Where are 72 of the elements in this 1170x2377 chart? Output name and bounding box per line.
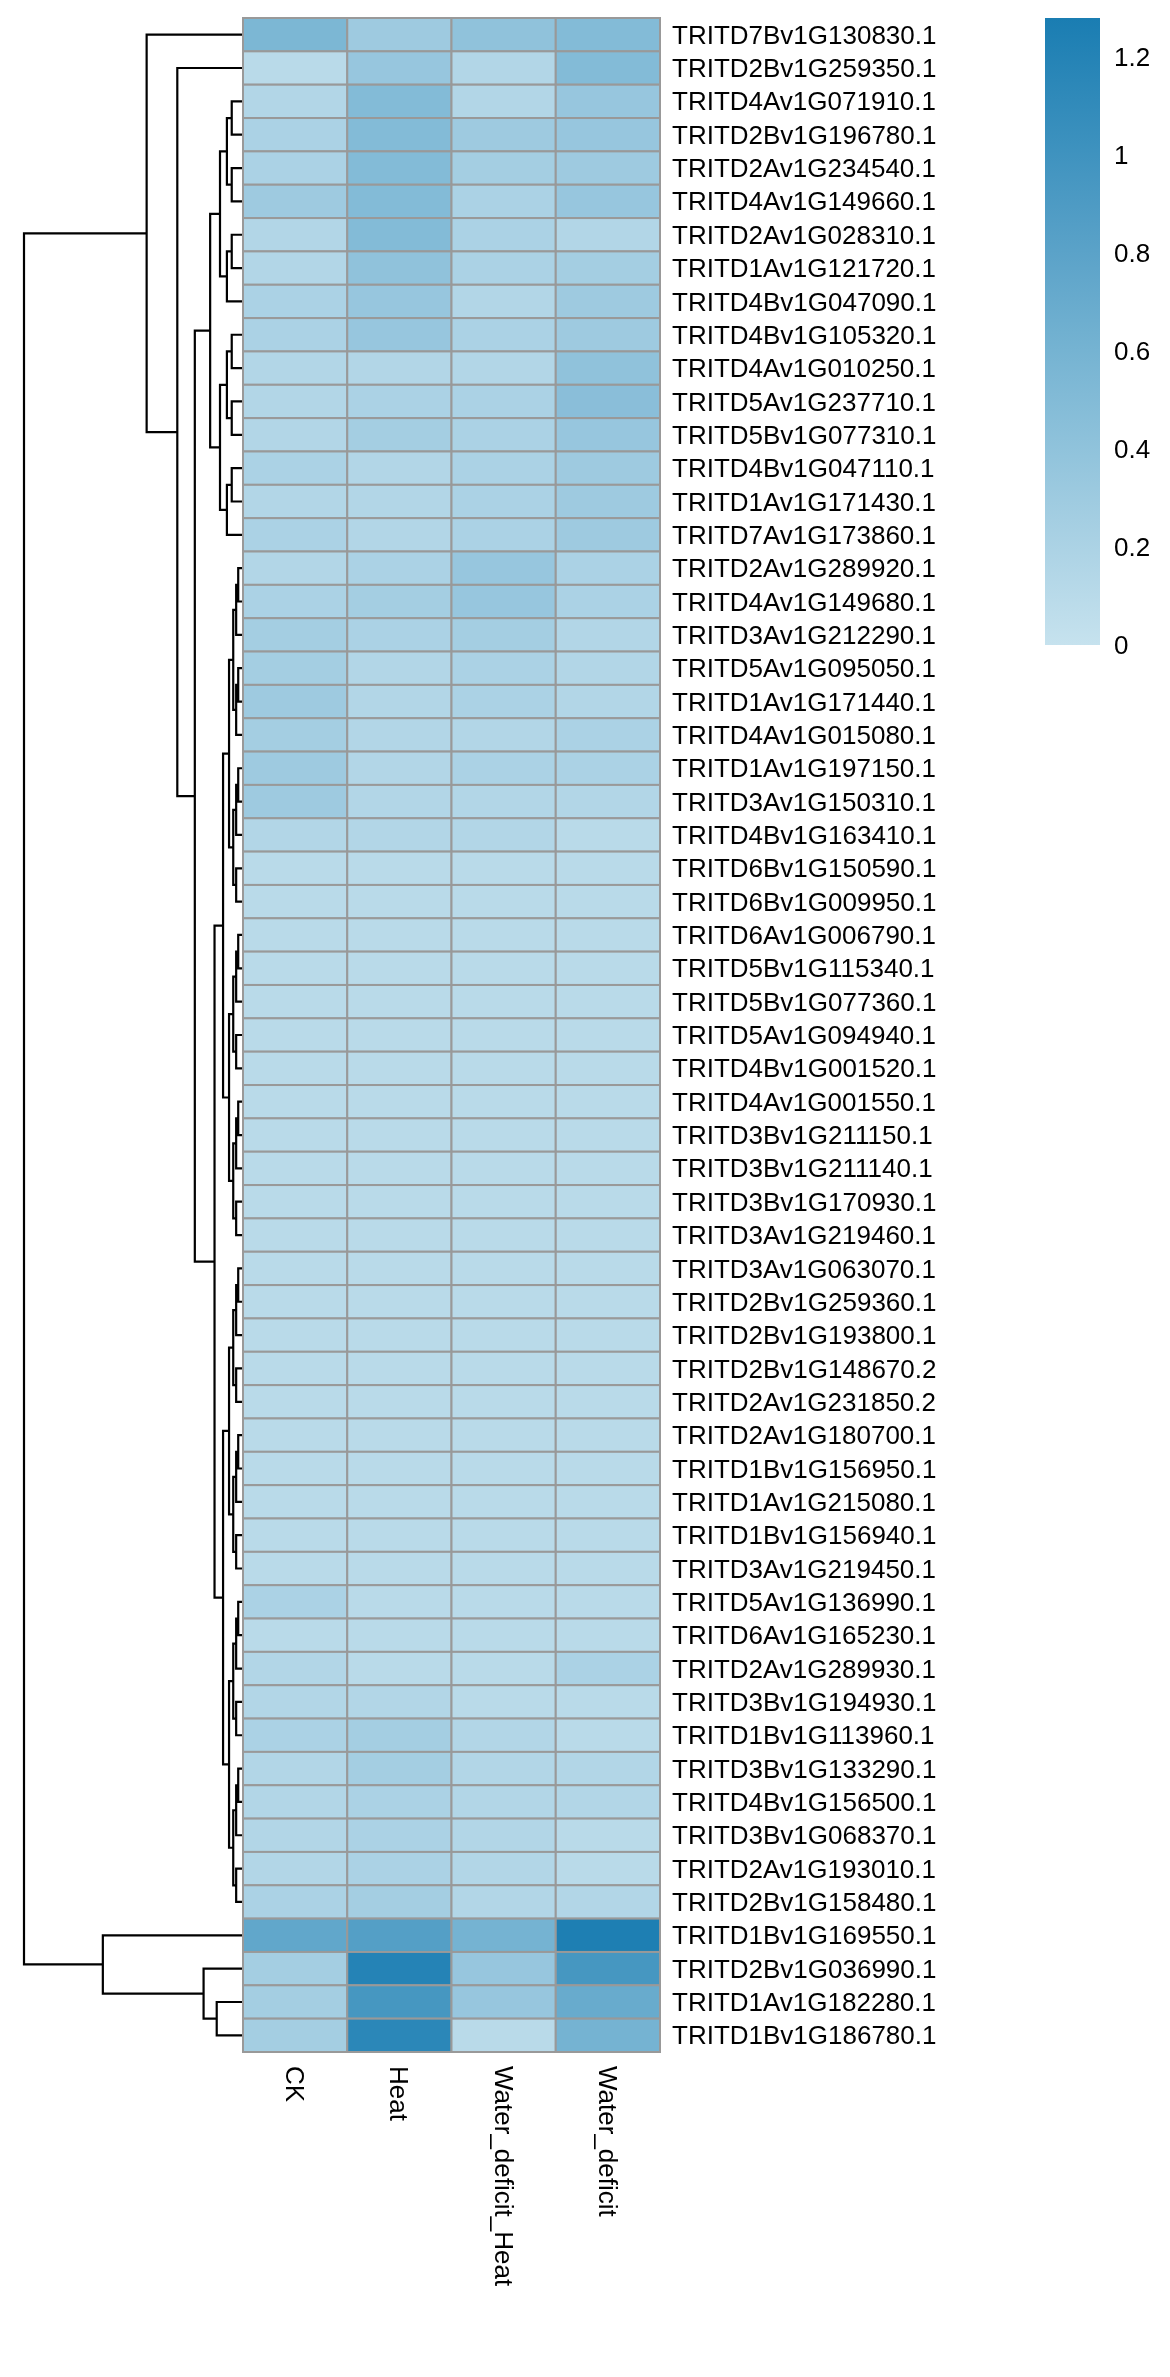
y-tick-label: TRITD5Av1G095050.1 [672, 653, 936, 684]
y-tick-label: TRITD2Av1G193010.1 [672, 1853, 936, 1884]
y-tick-label: TRITD2Bv1G259360.1 [672, 1286, 937, 1317]
y-tick-label: TRITD4Bv1G047090.1 [672, 286, 937, 317]
y-tick-label: TRITD4Av1G149660.1 [672, 186, 936, 217]
y-tick-label: TRITD4Bv1G047110.1 [672, 453, 935, 484]
y-tick-label: TRITD5Bv1G115340.1 [672, 953, 935, 984]
y-tick-label: TRITD2Bv1G196780.1 [672, 119, 937, 150]
y-tick-label: TRITD3Bv1G068370.1 [672, 1820, 937, 1851]
color-bar-label: 0.4 [1114, 434, 1151, 465]
y-tick-label: TRITD3Av1G150310.1 [672, 786, 936, 817]
y-tick-label: TRITD4Av1G149680.1 [672, 586, 936, 617]
y-tick-label: TRITD5Bv1G077310.1 [672, 419, 937, 450]
y-tick-label: TRITD7Av1G173860.1 [672, 519, 936, 550]
y-tick-label: TRITD3Av1G219450.1 [672, 1553, 936, 1584]
y-tick-label: TRITD1Av1G171440.1 [672, 686, 936, 717]
x-tick-label: Water_deficit_Heat [488, 2066, 519, 2287]
y-tick-label: TRITD1Av1G121720.1 [672, 253, 936, 284]
y-tick-label: TRITD6Av1G006790.1 [672, 920, 936, 951]
y-tick-label: TRITD3Av1G063070.1 [672, 1253, 936, 1284]
y-tick-label: TRITD1Bv1G156950.1 [672, 1453, 937, 1484]
y-tick-label: TRITD3Bv1G170930.1 [672, 1186, 937, 1217]
y-tick-label: TRITD1Bv1G113960.1 [672, 1720, 935, 1751]
y-tick-label: TRITD4Bv1G001520.1 [672, 1053, 937, 1084]
y-tick-label: TRITD1Av1G182280.1 [672, 1987, 936, 2018]
y-tick-label: TRITD3Bv1G133290.1 [672, 1753, 937, 1784]
y-tick-label: TRITD6Av1G165230.1 [672, 1620, 936, 1651]
y-tick-label: TRITD7Bv1G130830.1 [672, 19, 937, 50]
y-tick-label: TRITD4Av1G010250.1 [672, 353, 936, 384]
y-tick-label: TRITD6Bv1G009950.1 [672, 886, 937, 917]
x-tick-label: Heat [384, 2066, 415, 2122]
y-tick-label: TRITD2Av1G180700.1 [672, 1420, 936, 1451]
y-tick-label: TRITD4Bv1G163410.1 [672, 820, 937, 851]
y-tick-label: TRITD5Bv1G077360.1 [672, 986, 937, 1017]
y-tick-label: TRITD2Av1G231850.2 [672, 1386, 936, 1417]
color-bar-label: 0.6 [1114, 336, 1151, 367]
y-tick-label: TRITD3Av1G212290.1 [672, 619, 936, 650]
y-tick-label: TRITD3Bv1G211150.1 [672, 1120, 933, 1151]
y-tick-label: TRITD6Bv1G150590.1 [672, 853, 937, 884]
y-tick-label: TRITD2Bv1G158480.1 [672, 1887, 937, 1918]
y-tick-label: TRITD1Bv1G169550.1 [672, 1920, 937, 1951]
y-tick-label: TRITD2Bv1G036990.1 [672, 1953, 937, 1984]
color-bar-label: 0.8 [1114, 238, 1151, 269]
y-tick-label: TRITD1Bv1G186780.1 [672, 2020, 937, 2051]
y-tick-label: TRITD5Av1G237710.1 [672, 386, 936, 417]
y-tick-label: TRITD2Bv1G148670.2 [672, 1353, 937, 1384]
y-tick-label: TRITD2Bv1G259350.1 [672, 53, 937, 84]
y-tick-label: TRITD4Bv1G105320.1 [672, 319, 937, 350]
y-tick-label: TRITD2Av1G289920.1 [672, 553, 936, 584]
y-tick-label: TRITD1Av1G197150.1 [672, 753, 936, 784]
y-tick-label: TRITD5Av1G136990.1 [672, 1586, 936, 1617]
y-tick-label: TRITD2Av1G028310.1 [672, 219, 936, 250]
color-bar-label: 1.2 [1114, 42, 1151, 73]
y-tick-label: TRITD5Av1G094940.1 [672, 1020, 936, 1051]
y-tick-label: TRITD2Av1G289930.1 [672, 1653, 936, 1684]
y-tick-label: TRITD4Av1G001550.1 [672, 1086, 936, 1117]
y-tick-label: TRITD3Av1G219460.1 [672, 1220, 936, 1251]
y-tick-label: TRITD2Av1G234540.1 [672, 153, 936, 184]
y-tick-label: TRITD3Bv1G194930.1 [672, 1686, 937, 1717]
x-tick-label: Water_deficit [592, 2066, 623, 2218]
y-tick-label: TRITD4Av1G071910.1 [672, 86, 936, 117]
y-tick-label: TRITD1Bv1G156940.1 [672, 1520, 937, 1551]
y-tick-label: TRITD1Av1G215080.1 [672, 1486, 936, 1517]
color-bar-label: 0.2 [1114, 532, 1151, 563]
y-tick-label: TRITD4Bv1G156500.1 [672, 1787, 937, 1818]
x-tick-label: CK [280, 2066, 311, 2103]
y-tick-label: TRITD2Bv1G193800.1 [672, 1320, 937, 1351]
y-tick-label: TRITD1Av1G171430.1 [672, 486, 936, 517]
color-bar-label: 0 [1114, 630, 1129, 661]
y-tick-label: TRITD4Av1G015080.1 [672, 720, 936, 750]
y-tick-label: TRITD3Bv1G211140.1 [672, 1153, 933, 1184]
color-bar-label: 1 [1114, 140, 1129, 171]
